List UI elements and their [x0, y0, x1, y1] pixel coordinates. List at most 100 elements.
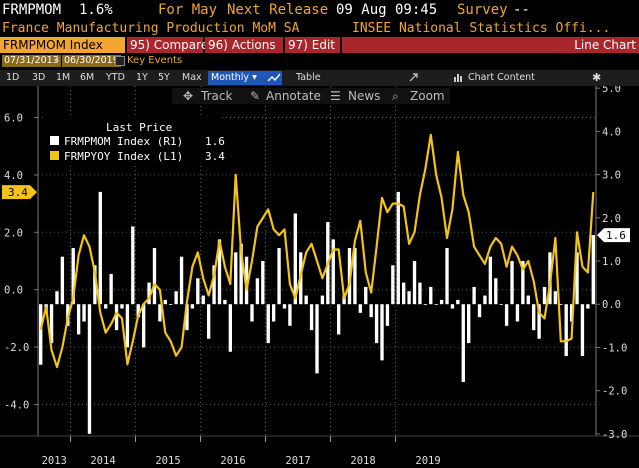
bar — [385, 304, 390, 326]
bar — [369, 304, 373, 318]
range-ytd[interactable]: YTD — [106, 72, 125, 83]
frequency-dropdown[interactable]: Monthly ▾ — [208, 71, 266, 85]
bar — [288, 304, 292, 326]
magnifier-icon: ⌕ — [392, 89, 399, 103]
range-1y[interactable]: 1Y — [136, 72, 148, 83]
bar — [467, 304, 471, 344]
bar — [315, 304, 319, 374]
bar — [255, 278, 260, 305]
right-tick-label: 3.0 — [602, 170, 621, 182]
legend-value-frmpyoy: 3.4 — [205, 150, 225, 163]
bar — [331, 239, 335, 305]
bar — [461, 304, 465, 382]
bar — [125, 304, 130, 348]
bar — [239, 243, 243, 305]
bar — [504, 304, 509, 326]
right-tick-label: -2.0 — [602, 386, 627, 398]
bar — [206, 304, 211, 339]
table-button[interactable]: Table — [296, 72, 321, 83]
bar — [212, 265, 216, 305]
bar — [423, 304, 428, 306]
bar — [196, 278, 200, 305]
legend-swatch-frmpmom — [50, 136, 59, 145]
expand-icon[interactable] — [408, 70, 420, 84]
bar — [434, 304, 438, 306]
legend-swatch-frmpyoy — [50, 151, 59, 160]
next-release-label: Next Release — [227, 2, 329, 18]
bar — [342, 295, 346, 305]
line-series — [39, 133, 595, 369]
x-tick-label: 2013 — [42, 455, 67, 467]
ticker[interactable]: FRMPMOM — [2, 2, 62, 18]
chevron-down-icon: ▾ — [252, 72, 257, 83]
bar — [82, 304, 86, 322]
actions-button[interactable]: 96) Actions — [205, 37, 283, 53]
range-5y[interactable]: 5Y — [158, 72, 170, 83]
range-1m[interactable]: 1M — [56, 72, 71, 83]
news-tool[interactable]: ☰ News — [330, 89, 380, 103]
bar — [364, 286, 368, 305]
bar — [152, 248, 157, 305]
view-type[interactable]: Line Chart — [342, 37, 639, 53]
right-tick-label: -3.0 — [602, 429, 627, 441]
edit-button[interactable]: 97) Edit — [285, 37, 340, 53]
key-events-checkbox[interactable] — [115, 56, 125, 66]
bar — [575, 252, 579, 305]
right-tick-label: 5.0 — [602, 86, 621, 95]
left-axis-ticks: 6.0 4.0 2.0 0.0 -2.0 -4.0 — [4, 113, 38, 411]
left-badge-text: 3.4 — [8, 186, 28, 199]
line-chart-icon[interactable] — [266, 71, 282, 85]
bar — [104, 304, 108, 309]
bar — [271, 304, 276, 322]
bar — [488, 256, 493, 305]
bar — [39, 304, 43, 365]
security-field[interactable]: FRMPMOM Index — [0, 37, 125, 53]
track-tool[interactable]: ✥ Track — [183, 89, 232, 103]
gear-icon[interactable]: ✱ — [592, 71, 602, 84]
bar — [185, 304, 189, 331]
bar — [521, 261, 525, 305]
x-tick-label: 2017 — [285, 455, 310, 467]
range-1d[interactable]: 1D — [6, 72, 20, 83]
compare-button[interactable]: 95) Compare — [127, 37, 208, 53]
bar — [158, 304, 162, 322]
annotate-tool[interactable]: ✎ Annotate — [250, 89, 321, 103]
right-axis-ticks: 5.0 4.0 3.0 2.0 1.0 0.0 -1.0 -2.0 -3.0 — [596, 86, 627, 441]
start-date-field[interactable]: 07/31/2013 — [2, 55, 61, 67]
bar — [223, 299, 227, 305]
bar — [109, 273, 113, 305]
x-axis-ticks: 2013 2014 2015 2016 2017 2018 2019 — [42, 436, 441, 467]
date-bar: 07/31/2013 – 06/30/2019 Key Events — [0, 54, 639, 69]
bar — [537, 304, 541, 339]
function-bar: FRMPMOM Index 95) Compare 96) Actions 97… — [0, 37, 639, 54]
zoom-tool[interactable]: ⌕ Zoom — [392, 89, 445, 103]
bar — [217, 239, 222, 305]
x-tick-label: 2018 — [350, 455, 375, 467]
bar — [120, 304, 124, 309]
range-6m[interactable]: 6M — [80, 72, 95, 83]
bar — [228, 304, 232, 352]
right-value-badge: 1.6 — [597, 228, 630, 243]
left-tick-label: 0.0 — [4, 285, 23, 297]
bar — [483, 295, 487, 305]
bar — [472, 286, 476, 305]
bar — [114, 304, 119, 331]
legend-title: Last Price — [106, 121, 172, 134]
frequency-label: Monthly — [211, 72, 250, 83]
legend: Last Price FRMPMOM Index (R1) 1.6 FRMPYO… — [44, 116, 225, 166]
bar — [586, 304, 590, 309]
chart[interactable]: 6.0 4.0 2.0 0.0 -2.0 -4.0 5.0 4.0 3.0 2.0 1.0 0.0 -… — [0, 86, 639, 468]
bar — [510, 261, 514, 305]
bar — [336, 304, 341, 335]
pencil-icon: ✎ — [250, 89, 260, 103]
toolbar: 1D 3D 1M 6M YTD 1Y 5Y Max Monthly ▾ Tabl… — [0, 70, 639, 86]
bar — [304, 295, 308, 305]
bar — [380, 304, 384, 361]
bar — [358, 304, 363, 313]
end-date-field[interactable]: 06/30/2019 — [62, 55, 121, 67]
bar — [55, 291, 59, 305]
range-max[interactable]: Max — [182, 72, 202, 83]
chart-content-button[interactable]: Chart Content — [468, 72, 535, 83]
key-events-label: Key Events — [127, 55, 183, 66]
range-3d[interactable]: 3D — [32, 72, 46, 83]
